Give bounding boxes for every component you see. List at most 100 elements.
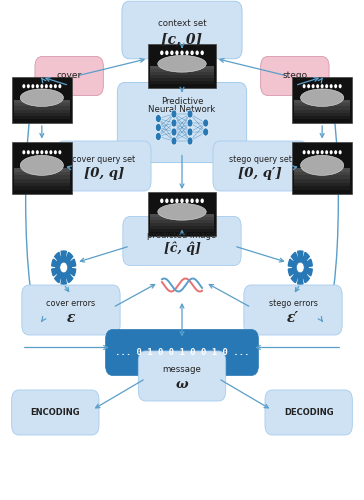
- Circle shape: [50, 150, 52, 154]
- FancyBboxPatch shape: [150, 78, 214, 82]
- Circle shape: [171, 128, 177, 136]
- Circle shape: [330, 84, 333, 88]
- FancyBboxPatch shape: [294, 176, 351, 179]
- FancyBboxPatch shape: [150, 220, 214, 223]
- Circle shape: [330, 150, 333, 154]
- Circle shape: [312, 84, 314, 88]
- Text: ω: ω: [176, 378, 188, 390]
- Text: Predictive: Predictive: [161, 97, 203, 106]
- FancyBboxPatch shape: [106, 330, 258, 376]
- Circle shape: [31, 150, 34, 154]
- FancyBboxPatch shape: [122, 2, 242, 58]
- Circle shape: [312, 150, 314, 154]
- FancyBboxPatch shape: [13, 168, 70, 172]
- Circle shape: [187, 110, 193, 118]
- Circle shape: [171, 110, 177, 118]
- FancyBboxPatch shape: [13, 113, 70, 116]
- FancyBboxPatch shape: [13, 186, 70, 190]
- Text: ... 0 1 0 0 1 0 0 1 0 ...: ... 0 1 0 0 1 0 0 1 0 ...: [115, 348, 249, 357]
- Circle shape: [180, 198, 184, 203]
- FancyBboxPatch shape: [294, 168, 351, 172]
- FancyBboxPatch shape: [13, 172, 70, 175]
- Text: stego errors: stego errors: [269, 300, 317, 308]
- Circle shape: [180, 50, 184, 55]
- FancyBboxPatch shape: [150, 214, 214, 217]
- FancyBboxPatch shape: [13, 179, 70, 182]
- Circle shape: [190, 198, 194, 203]
- Ellipse shape: [301, 89, 344, 106]
- Circle shape: [187, 119, 193, 127]
- Text: ENCODING: ENCODING: [31, 408, 80, 417]
- Circle shape: [203, 119, 209, 127]
- Ellipse shape: [20, 89, 63, 106]
- FancyBboxPatch shape: [149, 192, 216, 236]
- Circle shape: [203, 128, 209, 136]
- Circle shape: [185, 50, 189, 55]
- FancyBboxPatch shape: [294, 103, 351, 106]
- FancyBboxPatch shape: [294, 172, 351, 175]
- FancyBboxPatch shape: [294, 106, 351, 110]
- FancyBboxPatch shape: [294, 179, 351, 182]
- FancyBboxPatch shape: [150, 75, 214, 78]
- FancyBboxPatch shape: [261, 56, 329, 96]
- Circle shape: [190, 50, 194, 55]
- FancyBboxPatch shape: [150, 223, 214, 226]
- Circle shape: [36, 84, 39, 88]
- Ellipse shape: [20, 156, 63, 176]
- FancyBboxPatch shape: [292, 142, 352, 194]
- Circle shape: [187, 128, 193, 136]
- Circle shape: [40, 84, 43, 88]
- Circle shape: [339, 84, 342, 88]
- Circle shape: [187, 137, 193, 145]
- FancyBboxPatch shape: [13, 182, 70, 186]
- Circle shape: [36, 150, 39, 154]
- FancyBboxPatch shape: [294, 186, 351, 190]
- Circle shape: [195, 198, 199, 203]
- FancyBboxPatch shape: [138, 351, 226, 401]
- Circle shape: [195, 50, 199, 55]
- FancyBboxPatch shape: [150, 72, 214, 75]
- FancyBboxPatch shape: [12, 77, 72, 123]
- FancyBboxPatch shape: [13, 100, 70, 103]
- Circle shape: [54, 150, 57, 154]
- Circle shape: [54, 84, 57, 88]
- Text: cover errors: cover errors: [47, 300, 95, 308]
- FancyBboxPatch shape: [22, 285, 120, 335]
- Circle shape: [307, 84, 310, 88]
- Polygon shape: [288, 251, 312, 284]
- Circle shape: [334, 150, 337, 154]
- Circle shape: [185, 198, 189, 203]
- FancyBboxPatch shape: [13, 176, 70, 179]
- Text: [0, q′]: [0, q′]: [238, 168, 282, 180]
- FancyBboxPatch shape: [292, 77, 352, 123]
- FancyBboxPatch shape: [13, 116, 70, 119]
- Text: context set: context set: [158, 19, 206, 28]
- FancyBboxPatch shape: [294, 113, 351, 116]
- Text: stego: stego: [282, 72, 308, 80]
- Circle shape: [40, 150, 43, 154]
- Circle shape: [155, 132, 161, 140]
- Text: cover: cover: [56, 72, 82, 80]
- Circle shape: [45, 84, 48, 88]
- Circle shape: [316, 84, 319, 88]
- Ellipse shape: [158, 204, 206, 220]
- Circle shape: [155, 124, 161, 132]
- FancyBboxPatch shape: [294, 116, 351, 119]
- Circle shape: [22, 84, 25, 88]
- Ellipse shape: [158, 270, 206, 300]
- Circle shape: [160, 50, 163, 55]
- Circle shape: [45, 150, 48, 154]
- Text: [ĉ, q̂]: [ĉ, q̂]: [163, 242, 201, 255]
- Circle shape: [171, 137, 177, 145]
- FancyBboxPatch shape: [123, 216, 241, 266]
- Circle shape: [31, 84, 34, 88]
- FancyBboxPatch shape: [150, 230, 214, 232]
- Text: stego query set: stego query set: [229, 156, 292, 164]
- Circle shape: [297, 262, 304, 273]
- Text: [c, 0]: [c, 0]: [162, 32, 202, 46]
- FancyBboxPatch shape: [12, 142, 72, 194]
- FancyBboxPatch shape: [35, 56, 103, 96]
- Polygon shape: [52, 251, 76, 284]
- FancyBboxPatch shape: [150, 82, 214, 84]
- Circle shape: [170, 198, 174, 203]
